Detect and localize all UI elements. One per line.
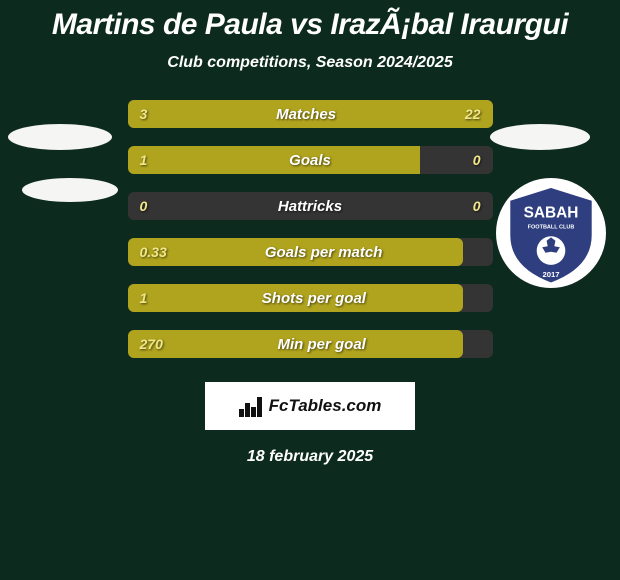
subtitle: Club competitions, Season 2024/2025 bbox=[0, 54, 620, 72]
stat-label: Goals bbox=[147, 152, 472, 169]
brand-logo: FcTables.com bbox=[205, 382, 415, 430]
stat-value-left: 1 bbox=[140, 290, 148, 306]
stats-list: 3Matches221Goals00Hattricks00.33Goals pe… bbox=[128, 100, 493, 358]
stat-value-left: 3 bbox=[140, 106, 148, 122]
player-oval-right-1 bbox=[490, 124, 590, 150]
stat-value-left: 1 bbox=[140, 152, 148, 168]
stat-label: Shots per goal bbox=[147, 290, 480, 307]
stat-row: 1Shots per goal bbox=[128, 284, 493, 312]
stat-value-right: 0 bbox=[473, 152, 481, 168]
stat-row: 1Goals0 bbox=[128, 146, 493, 174]
shield-icon: SABAH FOOTBALL CLUB 2017 bbox=[496, 178, 606, 288]
badge-text: SABAH bbox=[524, 205, 579, 222]
page-title: Martins de Paula vs IrazÃ¡bal Iraurgui bbox=[0, 8, 620, 42]
player-oval-left-1 bbox=[8, 124, 112, 150]
stat-row: 270Min per goal bbox=[128, 330, 493, 358]
stat-row: 3Matches22 bbox=[128, 100, 493, 128]
stat-label: Goals per match bbox=[167, 244, 481, 261]
stat-value-left: 0.33 bbox=[140, 244, 167, 260]
stat-label: Matches bbox=[147, 106, 465, 123]
club-badge: SABAH FOOTBALL CLUB 2017 bbox=[496, 178, 606, 288]
date-text: 18 february 2025 bbox=[0, 448, 620, 466]
stat-row: 0.33Goals per match bbox=[128, 238, 493, 266]
player-oval-left-2 bbox=[22, 178, 118, 202]
badge-year: 2017 bbox=[542, 270, 559, 279]
stat-value-left: 0 bbox=[140, 198, 148, 214]
stat-value-left: 270 bbox=[140, 336, 163, 352]
badge-subtext: FOOTBALL CLUB bbox=[528, 225, 575, 231]
brand-text: FcTables.com bbox=[269, 396, 382, 416]
chart-icon bbox=[239, 395, 263, 417]
stat-value-right: 22 bbox=[465, 106, 481, 122]
stat-label: Hattricks bbox=[147, 198, 472, 215]
stat-label: Min per goal bbox=[163, 336, 481, 353]
stat-value-right: 0 bbox=[473, 198, 481, 214]
comparison-card: Martins de Paula vs IrazÃ¡bal Iraurgui C… bbox=[0, 0, 620, 580]
stat-row: 0Hattricks0 bbox=[128, 192, 493, 220]
